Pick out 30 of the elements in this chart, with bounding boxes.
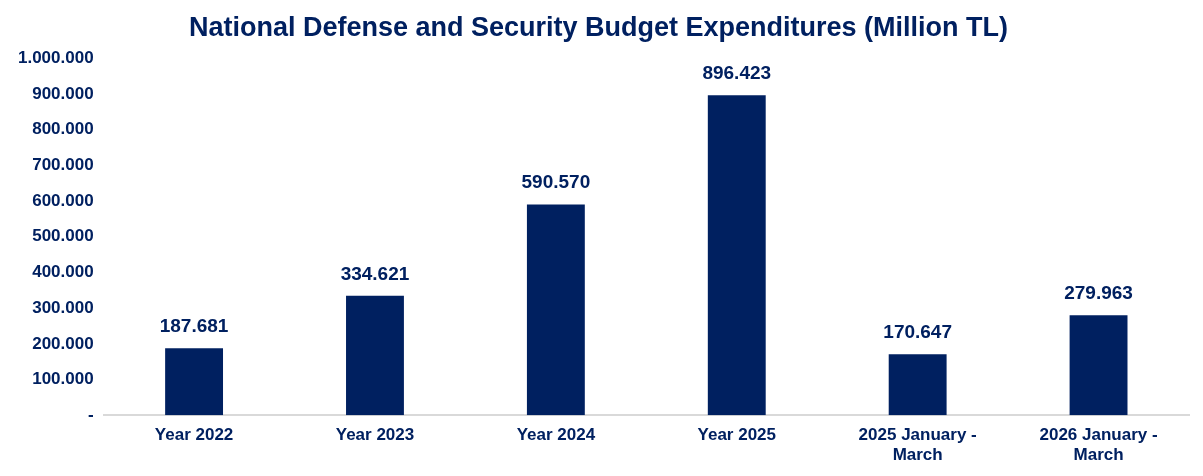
y-tick-label: 1.000.000 [17, 48, 94, 68]
x-tick-label: Year 2022 [154, 425, 234, 445]
y-tick-label: 900.000 [32, 83, 94, 103]
bar [165, 348, 224, 416]
bar [346, 295, 404, 416]
y-tick-label: - [87, 404, 94, 424]
y-tick-label: 100.000 [32, 369, 94, 389]
data-label: 334.621 [340, 262, 410, 284]
y-tick-label: 500.000 [32, 226, 94, 246]
data-label: 279.963 [1064, 282, 1133, 304]
chart-title: National Defense and Security Budget Expenditures (Million TL) [188, 11, 1009, 42]
x-tick-label: 2025 January - March [858, 425, 977, 465]
data-label: 896.423 [702, 62, 772, 84]
data-label: 187.681 [159, 314, 229, 336]
x-tick-label: 2026 January - March [1039, 425, 1158, 465]
y-tick-label: 200.000 [32, 333, 94, 353]
bar [707, 95, 766, 416]
y-tick-label: 300.000 [32, 297, 94, 317]
x-tick-label: Year 2023 [335, 425, 415, 445]
bar [1069, 315, 1128, 416]
y-tick-label: 700.000 [32, 155, 94, 175]
data-label: 170.647 [883, 321, 952, 343]
y-tick-label: 800.000 [32, 119, 94, 139]
data-label: 590.570 [521, 171, 591, 193]
y-tick-label: 600.000 [32, 190, 94, 210]
bar [888, 354, 947, 416]
y-tick-label: 400.000 [32, 262, 94, 282]
x-tick-label: Year 2024 [516, 425, 596, 445]
x-tick-label: Year 2025 [697, 425, 776, 445]
bar [526, 204, 585, 416]
